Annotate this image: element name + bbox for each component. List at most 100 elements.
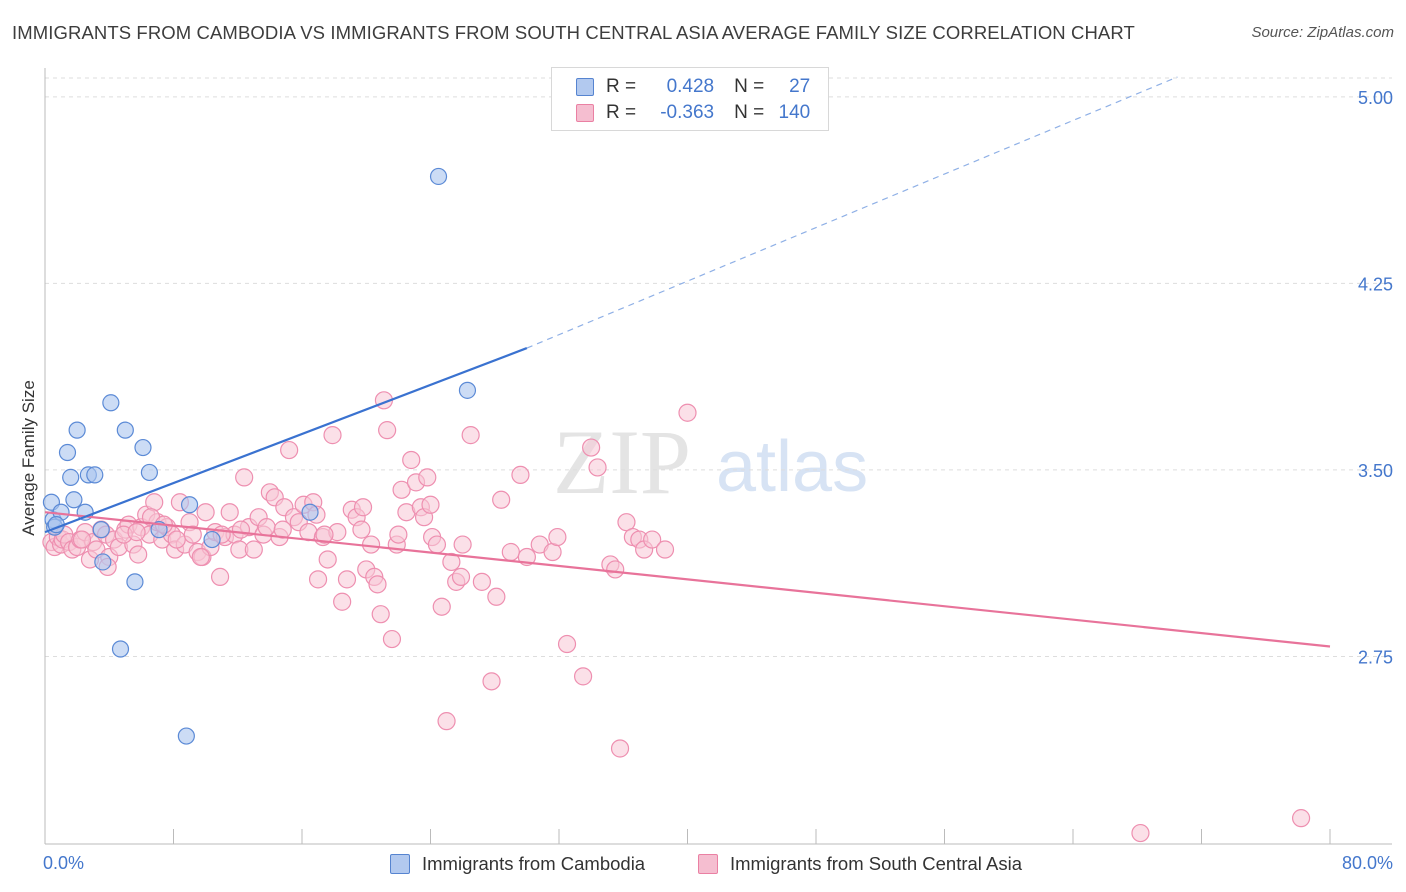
data-point-south-central-asia bbox=[382, 629, 402, 649]
gridlines bbox=[45, 77, 1392, 657]
data-point-south-central-asia bbox=[308, 570, 328, 589]
data-point-south-central-asia bbox=[582, 438, 601, 457]
data-point-cambodia bbox=[180, 496, 199, 514]
data-point-south-central-asia bbox=[220, 503, 239, 522]
data-point-south-central-asia bbox=[402, 450, 421, 470]
data-point-cambodia bbox=[111, 640, 130, 658]
data-point-south-central-asia bbox=[371, 605, 390, 624]
bottom-legend-swatch-cambodia bbox=[390, 854, 410, 874]
data-point-south-central-asia bbox=[453, 535, 472, 554]
data-point-south-central-asia bbox=[655, 540, 675, 559]
data-point-south-central-asia bbox=[482, 672, 501, 691]
data-point-south-central-asia bbox=[573, 667, 593, 686]
legend-r-value: 0.428 bbox=[666, 76, 715, 97]
data-point-south-central-asia bbox=[1291, 809, 1311, 828]
data-point-south-central-asia bbox=[333, 592, 352, 611]
data-point-cambodia bbox=[62, 468, 80, 486]
data-point-south-central-asia bbox=[492, 490, 511, 509]
bottom-legend-cambodia: Immigrants from Cambodia bbox=[390, 852, 645, 876]
data-point-cambodia bbox=[86, 466, 104, 484]
data-point-south-central-asia bbox=[643, 530, 662, 549]
x-tick-label-max: 80.0% bbox=[1342, 853, 1393, 873]
data-point-south-central-asia bbox=[323, 426, 342, 445]
data-point-south-central-asia bbox=[557, 634, 577, 654]
legend-swatch-cambodia bbox=[576, 78, 594, 96]
y-tick-label: 3.50 bbox=[1358, 461, 1393, 481]
data-point-south-central-asia bbox=[129, 545, 148, 564]
data-point-cambodia bbox=[58, 443, 77, 462]
data-point-south-central-asia bbox=[352, 520, 371, 539]
legend-swatch-south-central-asia bbox=[576, 104, 594, 122]
data-point-south-central-asia bbox=[437, 712, 456, 731]
legend-r-label: R = bbox=[606, 76, 637, 97]
data-point-south-central-asia bbox=[389, 525, 408, 544]
data-point-south-central-asia bbox=[231, 520, 251, 539]
y-tick-label: 4.25 bbox=[1358, 274, 1393, 294]
trend-line-cambodia-extrapolated bbox=[526, 76, 1178, 349]
x-tick-labels: 0.0% 80.0% bbox=[43, 853, 1393, 873]
data-point-south-central-asia bbox=[318, 550, 337, 569]
data-point-south-central-asia bbox=[588, 458, 607, 477]
data-point-south-central-asia bbox=[72, 530, 92, 549]
data-point-south-central-asia bbox=[487, 587, 506, 606]
data-point-cambodia bbox=[203, 530, 221, 549]
data-point-south-central-asia bbox=[361, 535, 381, 554]
data-point-cambodia bbox=[134, 438, 152, 457]
legend-n-value: 27 bbox=[789, 76, 811, 97]
data-point-cambodia bbox=[94, 553, 112, 571]
bottom-legend-label: Immigrants from South Central Asia bbox=[730, 853, 1022, 874]
correlation-legend: R = 0.428 N = 27 R = -0.363 N = 140 bbox=[551, 67, 829, 131]
data-point-south-central-asia bbox=[427, 535, 447, 554]
trend-line-south-central-asia bbox=[44, 511, 1331, 648]
data-point-south-central-asia bbox=[511, 465, 530, 485]
data-point-south-central-asia bbox=[167, 530, 186, 549]
watermark: ZIP atlas bbox=[553, 411, 868, 513]
data-point-cambodia bbox=[68, 421, 86, 439]
y-tick-labels: 2.75 3.50 4.25 5.00 bbox=[1358, 88, 1393, 668]
data-point-south-central-asia bbox=[451, 567, 471, 586]
x-tick-label-min: 0.0% bbox=[43, 853, 84, 873]
legend-row-cambodia: R = 0.428 N = 27 bbox=[576, 76, 810, 98]
data-point-cambodia bbox=[116, 421, 134, 439]
y-tick-label: 2.75 bbox=[1358, 647, 1393, 667]
data-point-cambodia bbox=[177, 727, 195, 745]
bottom-legend-label: Immigrants from Cambodia bbox=[422, 853, 646, 874]
data-point-cambodia bbox=[65, 491, 83, 509]
data-point-south-central-asia bbox=[315, 525, 334, 544]
data-point-cambodia bbox=[102, 394, 120, 412]
data-point-south-central-asia bbox=[210, 567, 230, 586]
data-point-south-central-asia bbox=[1131, 823, 1150, 843]
legend-n-label: N = bbox=[734, 102, 765, 123]
data-point-cambodia bbox=[458, 381, 477, 399]
data-point-south-central-asia bbox=[196, 503, 215, 522]
data-point-south-central-asia bbox=[548, 527, 567, 547]
bottom-legend-south-central-asia: Immigrants from South Central Asia bbox=[698, 852, 1022, 876]
data-point-south-central-asia bbox=[378, 421, 397, 440]
data-point-south-central-asia bbox=[421, 495, 440, 514]
data-point-south-central-asia bbox=[432, 597, 451, 616]
data-point-south-central-asia bbox=[257, 518, 276, 537]
data-point-south-central-asia bbox=[610, 739, 630, 758]
data-point-south-central-asia bbox=[678, 403, 697, 422]
data-point-south-central-asia bbox=[501, 542, 520, 562]
data-point-south-central-asia bbox=[145, 493, 164, 512]
data-point-south-central-asia bbox=[127, 523, 146, 542]
chart-title: IMMIGRANTS FROM CAMBODIA VS IMMIGRANTS F… bbox=[12, 22, 1135, 43]
trend-line-cambodia bbox=[44, 347, 528, 534]
data-point-cambodia bbox=[429, 167, 448, 186]
y-axis-title: Average Family Size bbox=[19, 380, 38, 536]
series-cambodia bbox=[42, 167, 477, 745]
data-point-south-central-asia bbox=[353, 498, 373, 517]
data-point-south-central-asia bbox=[244, 540, 263, 559]
data-point-cambodia bbox=[92, 521, 110, 539]
trend-lines bbox=[44, 76, 1331, 648]
data-point-cambodia bbox=[126, 573, 144, 591]
y-tick-label: 5.00 bbox=[1358, 88, 1393, 108]
data-point-cambodia bbox=[140, 463, 159, 482]
legend-n-label: N = bbox=[734, 76, 765, 97]
axes bbox=[44, 68, 1392, 845]
legend-r-label: R = bbox=[606, 102, 637, 123]
data-point-south-central-asia bbox=[191, 547, 210, 567]
data-point-cambodia bbox=[301, 503, 319, 521]
